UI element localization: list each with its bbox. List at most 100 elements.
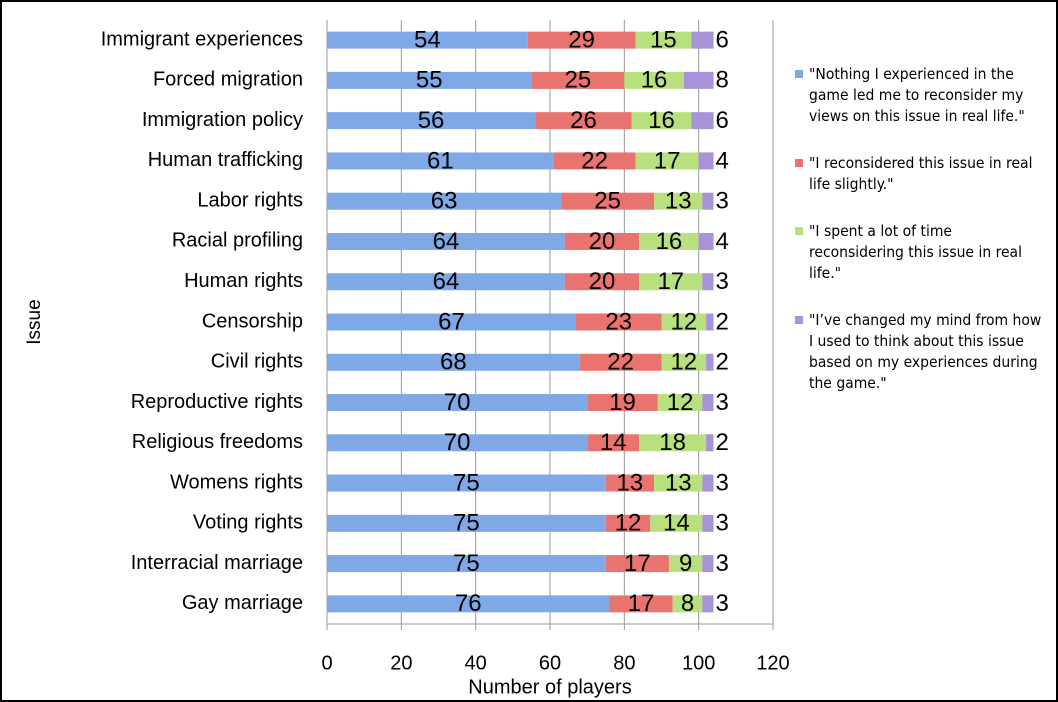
data-label: 25 bbox=[594, 188, 621, 215]
data-label: 17 bbox=[654, 147, 681, 174]
data-label: 4 bbox=[716, 228, 729, 255]
bar-segment bbox=[672, 595, 703, 613]
y-tick-label: Labor rights bbox=[197, 189, 303, 211]
data-label: 70 bbox=[444, 429, 471, 456]
bar-segment bbox=[706, 353, 714, 371]
legend: "Nothing I experienced in the game led m… bbox=[795, 64, 1045, 420]
bar-segment bbox=[639, 434, 707, 452]
data-label: 64 bbox=[433, 228, 460, 255]
data-label: 13 bbox=[617, 469, 644, 496]
bar-segment bbox=[706, 434, 714, 452]
bar-segment bbox=[691, 31, 714, 49]
bar-segment bbox=[639, 273, 703, 291]
bar-segment bbox=[702, 192, 714, 210]
data-label: 22 bbox=[607, 349, 634, 376]
bar-segment bbox=[327, 555, 606, 573]
bar-segment bbox=[327, 152, 554, 170]
bar-segment bbox=[683, 71, 714, 89]
bar-segment bbox=[661, 353, 707, 371]
data-label: 56 bbox=[418, 107, 445, 134]
bar-segment bbox=[327, 595, 610, 613]
data-label: 2 bbox=[716, 349, 729, 376]
y-tick-label: Reproductive rights bbox=[131, 391, 303, 413]
y-tick-label: Human rights bbox=[184, 270, 303, 292]
bar-segment bbox=[553, 152, 636, 170]
legend-entry: "I’ve changed my mind from how I used to… bbox=[795, 310, 1045, 394]
data-label: 75 bbox=[453, 550, 480, 577]
bar-segment bbox=[635, 152, 699, 170]
bar-segment bbox=[650, 514, 703, 532]
bar-segment bbox=[657, 394, 703, 412]
data-label: 20 bbox=[589, 228, 616, 255]
bar-segment bbox=[527, 31, 636, 49]
bar-segment bbox=[576, 313, 662, 331]
data-label: 61 bbox=[427, 147, 454, 174]
legend-label: "I’ve changed my mind from how I used to… bbox=[809, 311, 1042, 392]
data-label: 25 bbox=[565, 67, 592, 94]
data-label: 68 bbox=[440, 349, 467, 376]
x-axis-label: Number of players bbox=[468, 676, 631, 698]
data-label: 12 bbox=[670, 308, 697, 335]
data-label: 3 bbox=[716, 268, 729, 295]
y-tick-label: Immigrant experiences bbox=[101, 28, 303, 50]
legend-label: "Nothing I experienced in the game led m… bbox=[809, 65, 1025, 125]
bar-segment bbox=[702, 394, 714, 412]
y-tick-label: Interracial marriage bbox=[131, 552, 303, 574]
bar-segment bbox=[639, 232, 699, 250]
bar-segment bbox=[327, 112, 536, 130]
y-tick-label: Immigration policy bbox=[142, 109, 303, 131]
data-label: 3 bbox=[716, 510, 729, 537]
data-label: 8 bbox=[681, 590, 694, 617]
data-label: 75 bbox=[453, 469, 480, 496]
bar-segment bbox=[587, 394, 658, 412]
bar-segment bbox=[564, 273, 640, 291]
bar-segment bbox=[661, 313, 707, 331]
data-label: 9 bbox=[679, 550, 692, 577]
y-tick-label: Human trafficking bbox=[148, 149, 303, 171]
data-label: 4 bbox=[716, 147, 729, 174]
data-label: 18 bbox=[659, 429, 686, 456]
data-label: 6 bbox=[716, 107, 729, 134]
legend-label: "I reconsidered this issue in real life … bbox=[809, 154, 1033, 193]
bar-segment bbox=[327, 71, 532, 89]
data-label: 67 bbox=[438, 308, 465, 335]
bar-segment bbox=[327, 353, 580, 371]
bar-segment bbox=[691, 112, 714, 130]
bar-segment bbox=[605, 474, 655, 492]
data-label: 16 bbox=[648, 107, 675, 134]
y-tick-label: Womens rights bbox=[170, 471, 303, 493]
bar-segment bbox=[654, 474, 703, 492]
data-label: 19 bbox=[609, 389, 636, 416]
data-label: 26 bbox=[570, 107, 597, 134]
bar-segment bbox=[561, 192, 655, 210]
data-label: 16 bbox=[641, 67, 668, 94]
legend-swatch bbox=[795, 159, 803, 167]
x-tick-label: 40 bbox=[465, 652, 487, 674]
bar-segment bbox=[531, 71, 625, 89]
legend-entry: "Nothing I experienced in the game led m… bbox=[795, 64, 1045, 127]
data-label: 13 bbox=[665, 188, 692, 215]
x-tick-label: 100 bbox=[682, 652, 715, 674]
legend-label: "I spent a lot of time reconsidering thi… bbox=[809, 222, 1022, 282]
x-tick-label: 60 bbox=[539, 652, 561, 674]
data-label: 6 bbox=[716, 26, 729, 53]
y-tick-label: Gay marriage bbox=[182, 592, 303, 614]
bar-segment bbox=[698, 232, 714, 250]
bar-segment bbox=[535, 112, 632, 130]
bar-segment bbox=[327, 434, 588, 452]
data-label: 16 bbox=[656, 228, 683, 255]
x-tick-label: 0 bbox=[321, 652, 332, 674]
legend-entry: "I reconsidered this issue in real life … bbox=[795, 153, 1045, 195]
legend-swatch bbox=[795, 70, 803, 78]
data-label: 29 bbox=[568, 26, 595, 53]
bar-segment bbox=[702, 273, 714, 291]
data-label: 17 bbox=[628, 590, 655, 617]
bar-segment bbox=[327, 313, 577, 331]
bar-segment bbox=[327, 31, 528, 49]
data-label: 64 bbox=[433, 268, 460, 295]
data-label: 75 bbox=[453, 510, 480, 537]
x-tick-label: 20 bbox=[390, 652, 412, 674]
data-label: 76 bbox=[455, 590, 482, 617]
y-tick-label: Civil rights bbox=[211, 351, 303, 373]
